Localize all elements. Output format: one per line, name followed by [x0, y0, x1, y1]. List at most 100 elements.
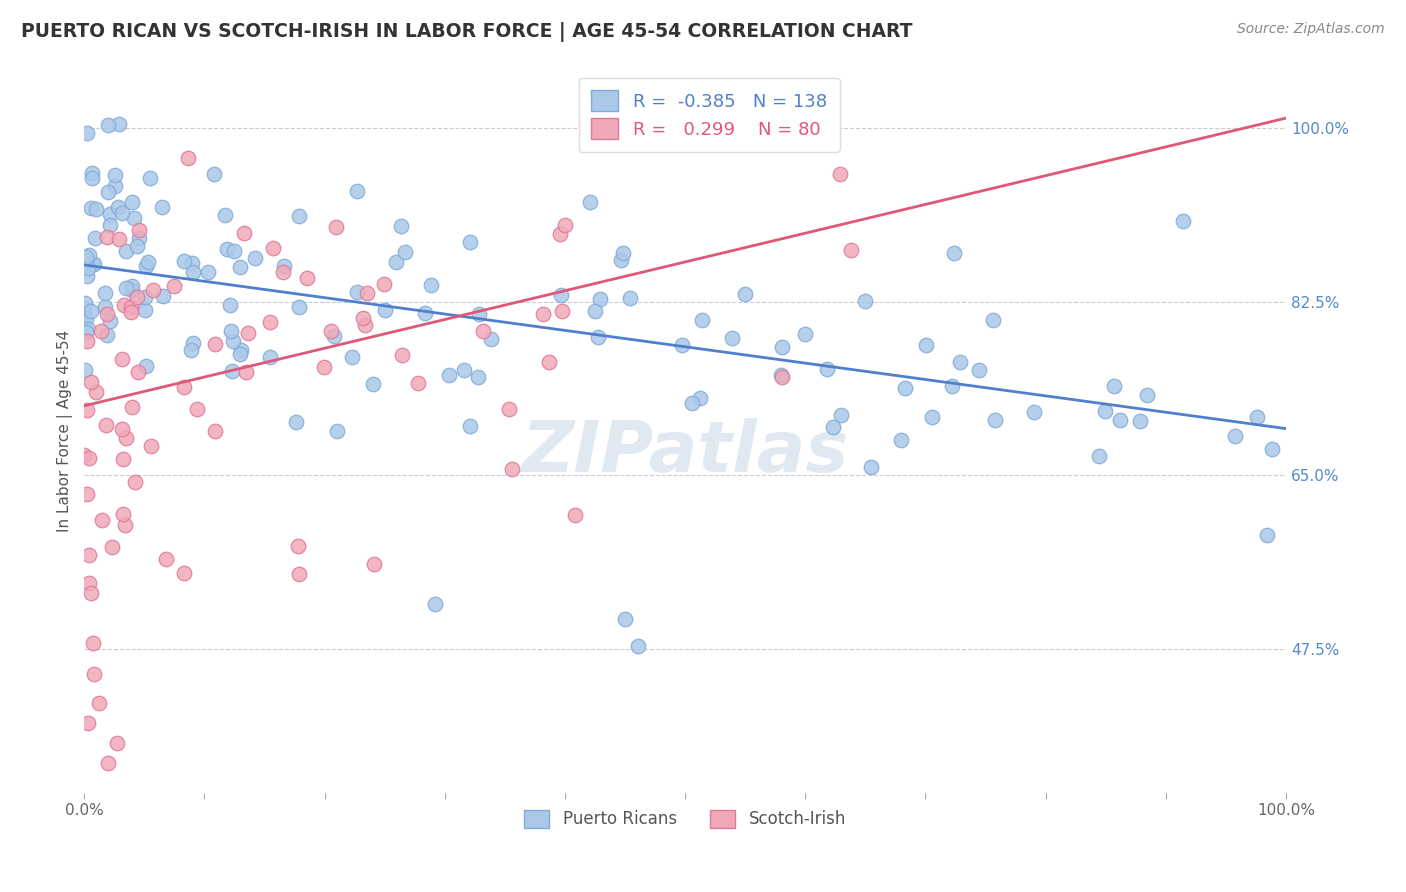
Point: [180, 343, 202, 357]
Point: [83, 666, 105, 681]
Point: [214, 208, 236, 222]
Point: [284, 416, 307, 430]
Point: [1246, 410, 1268, 425]
Point: [82, 257, 104, 271]
Point: [287, 209, 309, 223]
Point: [297, 270, 319, 285]
Point: [112, 298, 135, 312]
Point: [356, 286, 378, 301]
Point: [273, 259, 295, 273]
Point: [721, 331, 744, 345]
Text: Source: ZipAtlas.com: Source: ZipAtlas.com: [1237, 22, 1385, 37]
Point: [96, 307, 118, 321]
Point: [221, 364, 243, 378]
Point: [363, 377, 385, 392]
Point: [613, 612, 636, 626]
Point: [921, 410, 943, 425]
Point: [830, 408, 852, 422]
Point: [1022, 405, 1045, 419]
Point: [79, 201, 101, 215]
Point: [1108, 413, 1130, 427]
Point: [271, 265, 294, 279]
Point: [501, 462, 523, 476]
Point: [537, 355, 560, 369]
Point: [142, 284, 165, 298]
Point: [321, 324, 343, 338]
Point: [73, 306, 96, 320]
Point: [76, 334, 98, 348]
Point: [839, 243, 862, 257]
Point: [586, 330, 609, 344]
Point: [127, 289, 149, 303]
Point: [671, 337, 693, 351]
Point: [794, 327, 817, 342]
Point: [96, 328, 118, 343]
Point: [80, 304, 103, 318]
Point: [150, 200, 173, 214]
Point: [121, 284, 143, 298]
Point: [467, 308, 489, 322]
Point: [73, 295, 96, 310]
Point: [75, 311, 97, 326]
Point: [1173, 214, 1195, 228]
Point: [163, 279, 186, 293]
Point: [73, 301, 96, 316]
Point: [1088, 449, 1111, 463]
Point: [122, 211, 145, 226]
Point: [127, 239, 149, 253]
Point: [243, 251, 266, 265]
Point: [152, 288, 174, 302]
Point: [134, 290, 156, 304]
Point: [82, 170, 104, 185]
Point: [346, 184, 368, 198]
Point: [406, 376, 429, 391]
Point: [115, 244, 138, 258]
Point: [77, 261, 100, 276]
Point: [87, 697, 110, 711]
Point: [548, 227, 571, 242]
Point: [439, 368, 461, 383]
Point: [75, 325, 97, 339]
Point: [104, 178, 127, 193]
Point: [135, 259, 157, 273]
Point: [627, 639, 650, 653]
Point: [942, 245, 965, 260]
Point: [76, 268, 98, 283]
Point: [98, 314, 121, 328]
Point: [765, 111, 787, 125]
Point: [949, 355, 972, 369]
Point: [554, 219, 576, 233]
Point: [73, 448, 96, 462]
Y-axis label: In Labor Force | Age 45-54: In Labor Force | Age 45-54: [58, 329, 73, 532]
Point: [425, 597, 447, 611]
Point: [79, 375, 101, 389]
Point: [101, 541, 124, 555]
Point: [80, 166, 103, 180]
Point: [80, 586, 103, 600]
Point: [391, 348, 413, 362]
Point: [893, 381, 915, 395]
Point: [460, 418, 482, 433]
Point: [77, 548, 100, 562]
Point: [108, 232, 131, 246]
Point: [914, 338, 936, 352]
Point: [202, 167, 225, 181]
Point: [619, 291, 641, 305]
Point: [77, 322, 100, 336]
Point: [181, 265, 204, 279]
Point: [136, 255, 159, 269]
Point: [84, 231, 107, 245]
Point: [326, 425, 349, 439]
Point: [235, 365, 257, 379]
Point: [84, 384, 107, 399]
Point: [551, 303, 574, 318]
Point: [941, 379, 963, 393]
Point: [498, 401, 520, 416]
Text: PUERTO RICAN VS SCOTCH-IRISH IN LABOR FORCE | AGE 45-54 CORRELATION CHART: PUERTO RICAN VS SCOTCH-IRISH IN LABOR FO…: [21, 22, 912, 42]
Point: [107, 200, 129, 214]
Point: [139, 439, 162, 453]
Point: [204, 337, 226, 351]
Point: [770, 369, 793, 384]
Point: [1129, 414, 1152, 428]
Point: [1256, 528, 1278, 542]
